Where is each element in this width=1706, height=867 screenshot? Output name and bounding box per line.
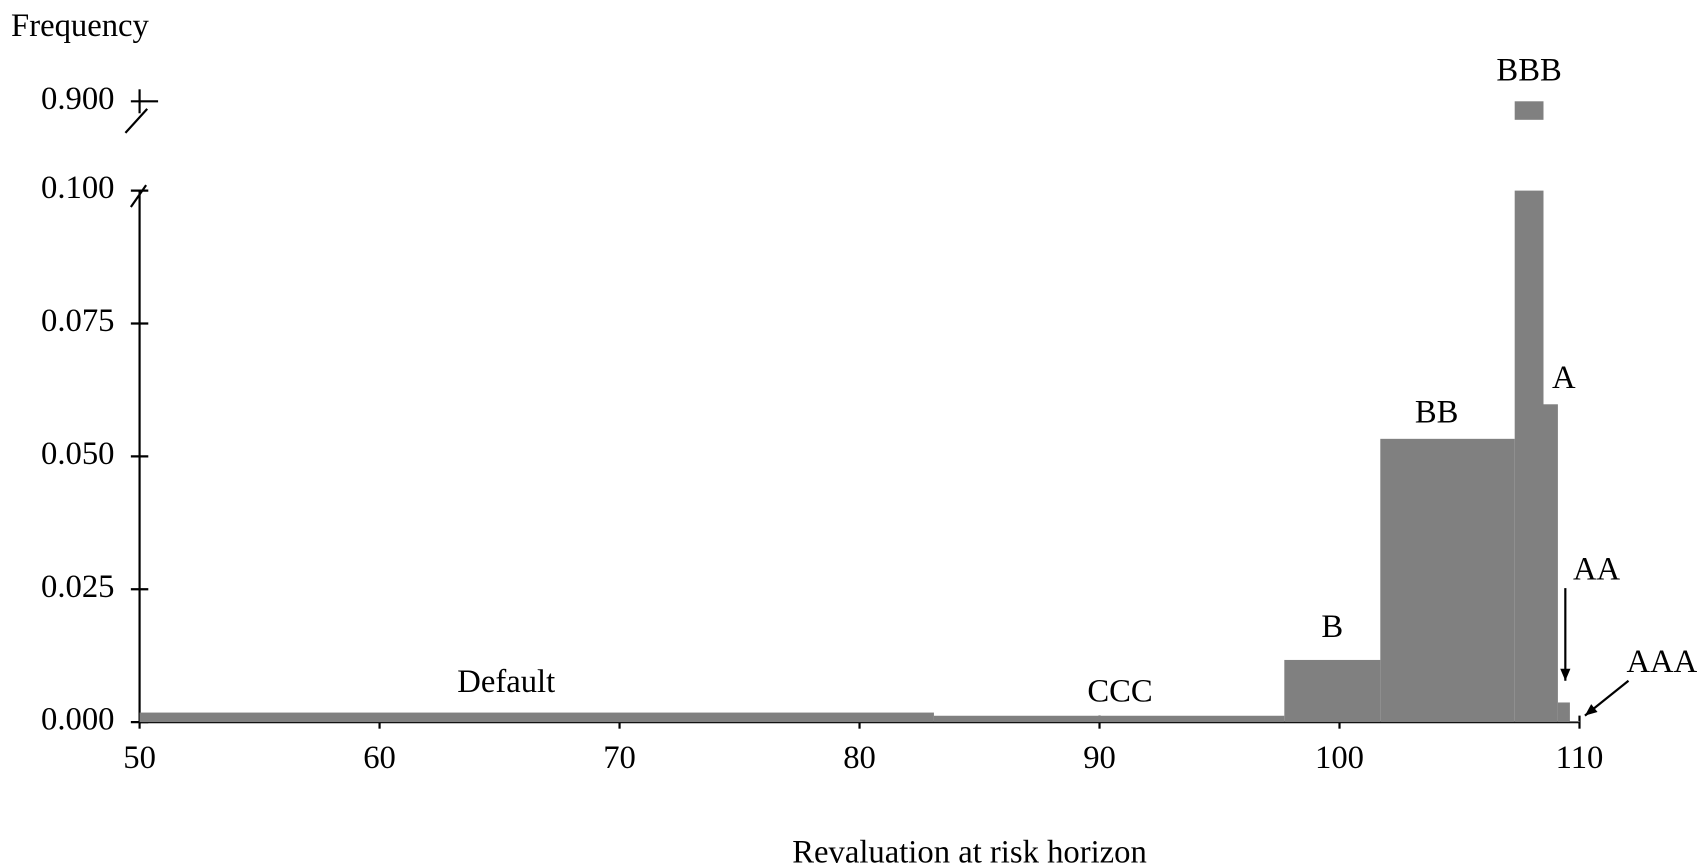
bar-label: BBB — [1496, 52, 1561, 88]
bar-label: B — [1321, 609, 1343, 645]
axis-break — [129, 184, 148, 208]
bar-label: CCC — [1087, 673, 1152, 709]
bar-label: BB — [1415, 394, 1459, 430]
y-tick-label: 0.100 — [41, 170, 114, 206]
x-axis-title: Revaluation at risk horizon — [792, 835, 1147, 867]
bar — [1569, 721, 1580, 723]
arrow-head — [1584, 704, 1598, 716]
arrow-head — [1560, 668, 1571, 681]
x-tick-label: 60 — [363, 740, 396, 776]
bar-label: A — [1552, 360, 1576, 396]
bar — [1380, 438, 1515, 723]
y-tick-label: 0.900 — [41, 81, 114, 117]
x-tick-label: 50 — [123, 740, 156, 776]
x-tick-label: 70 — [603, 740, 636, 776]
bar — [933, 715, 1285, 723]
bar — [1514, 190, 1544, 723]
x-tick-label: 80 — [843, 740, 876, 776]
y-tick-label: 0.025 — [41, 569, 114, 605]
bar — [139, 712, 934, 723]
y-tick-label: 0.050 — [41, 436, 114, 472]
bar-label: AAA — [1626, 644, 1697, 680]
y-axis-title: Frequency — [11, 8, 150, 44]
bar — [1284, 659, 1381, 723]
bar-label: Default — [457, 664, 555, 700]
axis-break — [124, 108, 149, 134]
bar — [1543, 404, 1558, 723]
x-tick-label: 110 — [1556, 740, 1604, 776]
x-tick-label: 90 — [1083, 740, 1116, 776]
y-tick-label: 0.075 — [41, 303, 114, 339]
bar-label: AA — [1573, 551, 1621, 587]
bar — [1557, 702, 1570, 723]
y-tick-label: 0.000 — [41, 702, 114, 738]
bar-top — [1514, 101, 1544, 120]
x-tick-label: 100 — [1315, 740, 1364, 776]
